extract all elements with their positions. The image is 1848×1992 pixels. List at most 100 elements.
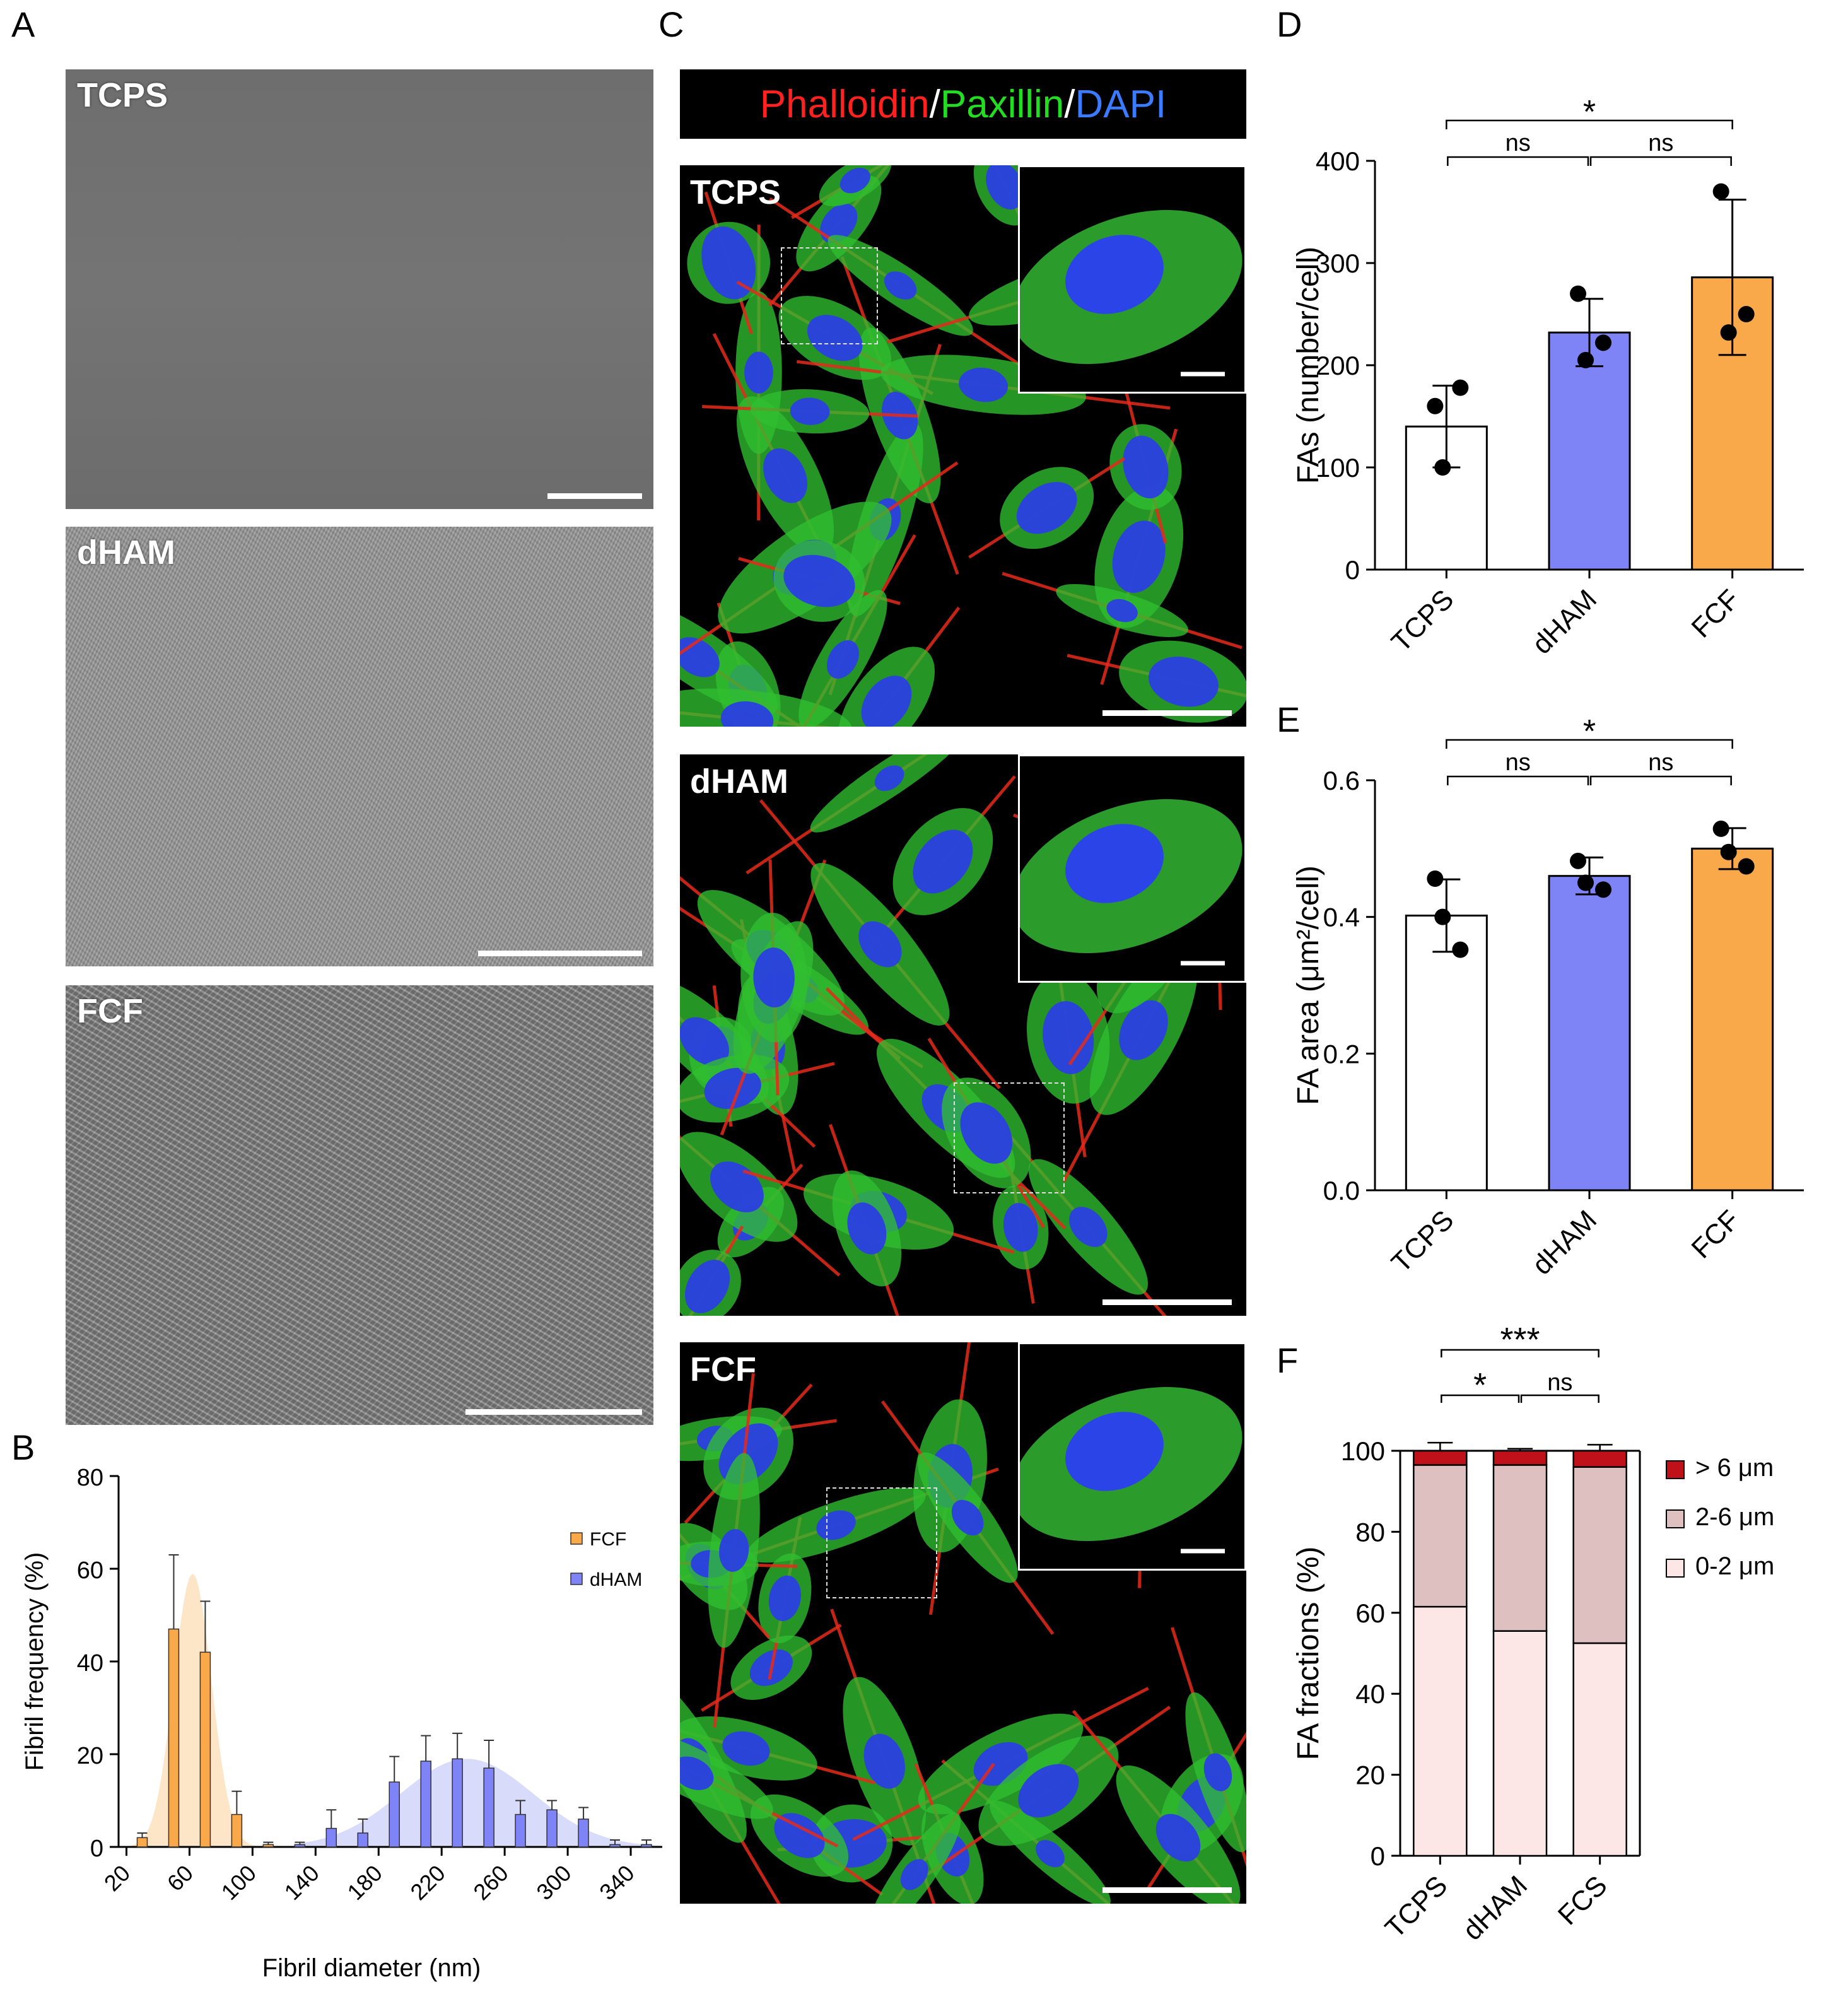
cell <box>1027 918 1110 1157</box>
data-point <box>1434 908 1451 925</box>
y-tick-label: 0.0 <box>1323 1176 1360 1205</box>
y-tick-label: 20 <box>1355 1761 1385 1790</box>
zoom-region-box <box>781 247 878 344</box>
scale-bar <box>465 1409 642 1415</box>
confocal-image-tcps: TCPS <box>680 165 1246 727</box>
chart-d-fa-number: 0 100 200 300 400 TCPS dHAM FCF ns ns * FAs (number… <box>1292 94 1804 660</box>
significance-label: ns <box>1648 749 1673 776</box>
y-axis-label: Fibril frequency (%) <box>21 1552 49 1771</box>
y-tick-label: 0.6 <box>1323 766 1360 795</box>
histogram-bar <box>357 1832 369 1848</box>
nucleus <box>1016 482 1077 534</box>
significance-label: ns <box>1506 130 1531 156</box>
stain-dapi: DAPI <box>1075 82 1167 126</box>
cell <box>926 1706 1171 1876</box>
x-tick-label: 180 <box>342 1860 387 1905</box>
legend-swatch <box>1666 1559 1685 1578</box>
x-tick-label: 300 <box>531 1860 576 1905</box>
x-tick-label: 100 <box>216 1860 261 1905</box>
y-tick-label: 80 <box>77 1465 103 1491</box>
zoom-inset <box>1018 165 1246 394</box>
confocal-label-fcf: FCF <box>690 1350 756 1388</box>
nucleus <box>701 226 756 300</box>
cell <box>769 534 916 727</box>
nucleus <box>900 1859 928 1890</box>
cell <box>680 1699 839 1848</box>
stacked-segment <box>1413 1464 1468 1608</box>
cell <box>1171 1627 1246 1904</box>
nucleus <box>1119 1000 1168 1060</box>
significance-label: ns <box>1506 749 1531 776</box>
nucleus <box>1065 1412 1164 1491</box>
significance-bracket <box>1447 775 1589 785</box>
x-tick-label: dHAM <box>1526 583 1603 660</box>
fcf-fit-curve <box>129 1573 269 1847</box>
bar-dham <box>1548 875 1631 1192</box>
cell <box>880 1400 1055 1635</box>
panel-letter-a: A <box>11 4 35 44</box>
panel-letter-e: E <box>1277 700 1301 739</box>
nucleus <box>1043 1001 1094 1074</box>
legend-label: FCF <box>590 1529 626 1550</box>
data-point <box>1577 351 1594 368</box>
y-tick-label: 100 <box>1316 453 1360 483</box>
histogram-bar <box>641 1844 652 1848</box>
legend-label: > 6 μm <box>1695 1454 1774 1482</box>
legend-label: 0-2 μm <box>1695 1552 1774 1580</box>
cell <box>1002 571 1243 650</box>
nucleus <box>685 1260 730 1313</box>
x-tick-label: 260 <box>468 1860 513 1905</box>
nucleus <box>1123 435 1169 499</box>
x-axis-label: Fibril diameter (nm) <box>262 1954 481 1982</box>
confocal-image-dham: dHAM <box>680 754 1246 1316</box>
significance-label: * <box>1473 1366 1487 1404</box>
data-point <box>1595 881 1611 898</box>
y-tick-label: 200 <box>1316 351 1360 380</box>
data-point <box>1427 397 1444 414</box>
stacked-segment <box>1413 1450 1468 1466</box>
scale-bar <box>547 493 642 499</box>
histogram-bar <box>389 1781 400 1848</box>
nucleus <box>783 554 855 607</box>
histogram-bar <box>231 1813 243 1848</box>
cell <box>968 457 1126 559</box>
significance-bracket <box>1441 1394 1520 1403</box>
sem-image-fcf: FCF <box>66 985 653 1425</box>
cell <box>680 1713 875 1784</box>
x-tick-label: FCF <box>1686 583 1746 643</box>
cell <box>708 1373 760 1728</box>
cell <box>1072 1709 1246 1904</box>
data-point <box>1452 941 1469 958</box>
legend-swatch <box>1666 1460 1685 1479</box>
confocal-image-fcf: FCF <box>680 1342 1246 1904</box>
significance-bracket <box>1520 1394 1599 1403</box>
nucleus <box>763 448 807 503</box>
cell <box>927 1038 1046 1229</box>
y-tick-label: 0 <box>90 1836 103 1862</box>
histogram-bar <box>483 1767 494 1848</box>
sem-label-tcps: TCPS <box>77 76 168 114</box>
stain-paxillin: Paxillin <box>940 82 1065 126</box>
x-tick-label: 20 <box>99 1860 135 1896</box>
nucleus <box>680 1017 729 1066</box>
stacked-segment <box>1413 1605 1468 1857</box>
data-point <box>1570 852 1586 869</box>
chart-f-fa-fractions: 0 20 40 60 80 100 TCPS dHAM FCS * ns *** FA fraction… <box>1292 1325 1774 1947</box>
x-tick-label: dHAM <box>1457 1870 1533 1946</box>
cell <box>769 197 1032 374</box>
data-point <box>1452 379 1469 396</box>
histogram-bar <box>578 1819 589 1848</box>
histogram-bar <box>420 1761 431 1848</box>
x-tick-label: 140 <box>279 1860 324 1905</box>
y-tick-label: 0.2 <box>1323 1039 1360 1069</box>
nucleus <box>951 1499 984 1536</box>
nucleus <box>820 203 858 243</box>
cell <box>736 280 934 395</box>
legend-label: dHAM <box>590 1569 642 1590</box>
legend-swatch <box>1666 1509 1685 1528</box>
nucleus <box>680 1756 714 1790</box>
confocal-label-tcps: TCPS <box>690 173 781 211</box>
y-tick-label: 60 <box>77 1557 103 1584</box>
nucleus <box>1112 520 1166 593</box>
nucleus <box>1003 1203 1038 1252</box>
